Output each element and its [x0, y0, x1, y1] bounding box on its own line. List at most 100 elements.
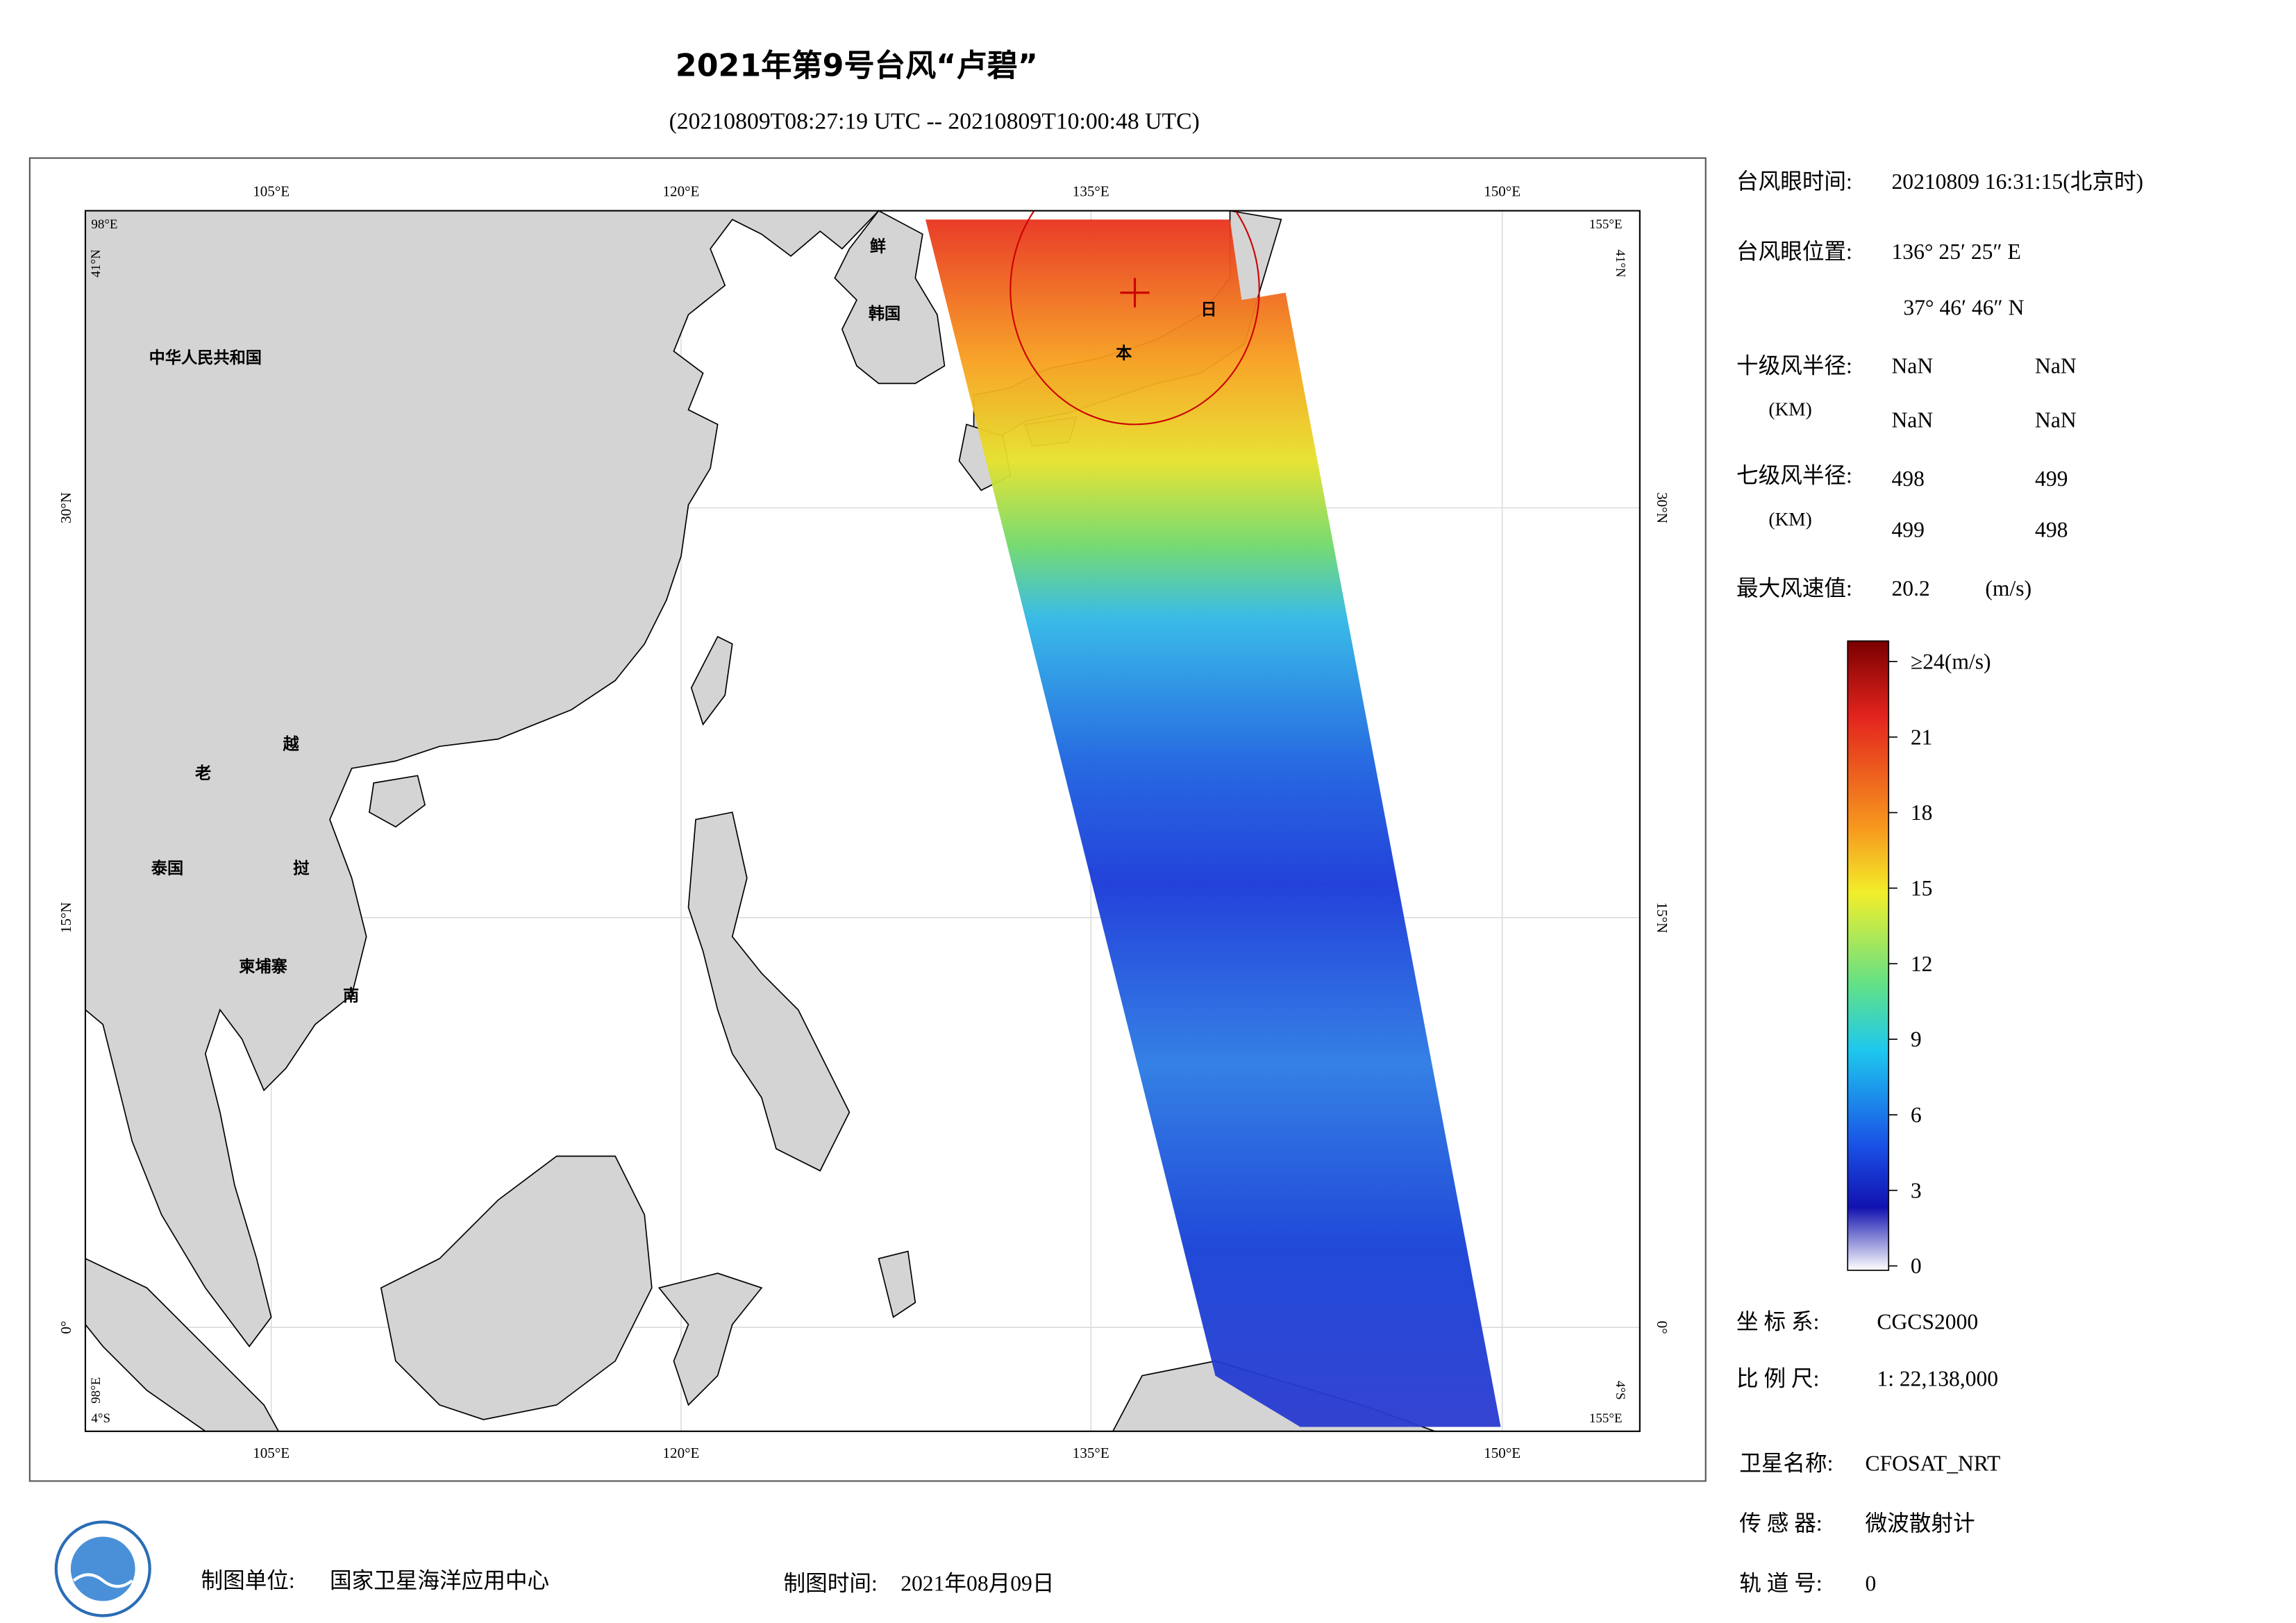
place-label: 越	[283, 735, 300, 753]
colorbar-ramp	[1847, 640, 1890, 1271]
lat-label: 0°	[58, 1321, 74, 1334]
info-label: 台风眼时间:	[1736, 169, 1852, 194]
corner-label: 98°E	[91, 217, 117, 232]
lon-label: 120°E	[663, 183, 700, 199]
footer-label: 制图时间:	[784, 1572, 878, 1596]
meta-panel: 坐 标 系: CGCS2000 比 例 尺: 1: 22,138,000 卫星名…	[1736, 1309, 2000, 1595]
footer-value: 国家卫星海洋应用中心	[330, 1568, 549, 1592]
info-unit: (KM)	[1768, 399, 1811, 420]
meta-value: 微波散射计	[1866, 1511, 1975, 1536]
meta-label: 轨 道 号:	[1739, 1572, 1822, 1596]
lon-labels: 105°E 120°E 135°E 150°E 105°E 120°E 135°…	[58, 183, 1670, 1461]
info-panel: 台风眼时间: 20210809 16:31:15(北京时) 台风眼位置: 136…	[1736, 169, 2143, 600]
colorbar-label: 12	[1911, 952, 1933, 976]
lon-label: 105°E	[253, 1445, 290, 1461]
meta-label: 坐 标 系:	[1736, 1309, 1819, 1334]
meta-label: 传 感 器:	[1739, 1511, 1822, 1536]
meta-label: 卫星名称:	[1739, 1452, 1833, 1476]
borneo	[380, 1155, 653, 1420]
info-value: NaN	[2035, 354, 2077, 378]
meta-value: 1: 22,138,000	[1877, 1366, 1998, 1390]
info-label: 最大风速值:	[1736, 576, 1852, 600]
typhoon-eye	[1120, 278, 1150, 308]
wind-radius-circle	[1009, 210, 1260, 426]
corner-label: 155°E	[1589, 1411, 1623, 1426]
meta-value: 0	[1866, 1572, 1877, 1596]
info-unit: (KM)	[1768, 509, 1811, 530]
colorbar-label: 18	[1911, 800, 1933, 825]
lon-label: 135°E	[1073, 183, 1109, 199]
info-value: 499	[1891, 518, 1924, 542]
lon-label: 120°E	[663, 1445, 700, 1461]
info-value: 498	[2035, 518, 2068, 542]
map-area	[85, 210, 1640, 1431]
place-label: 韩国	[869, 305, 900, 323]
taiwan	[690, 635, 733, 726]
footer: 制图单位: 国家卫星海洋应用中心 制图时间: 2021年08月09日	[201, 1568, 1054, 1595]
lon-label: 150°E	[1484, 1445, 1520, 1461]
place-label: 日	[1200, 301, 1216, 319]
place-label: 柬埔寨	[239, 957, 287, 976]
info-value: NaN	[1891, 354, 1933, 378]
lon-label: 135°E	[1073, 1445, 1109, 1461]
corner-label: 41°N	[1613, 249, 1627, 278]
lat-label: 15°N	[58, 902, 74, 933]
title: 2021年第9号台风“卢碧”	[676, 49, 1038, 84]
logo-wave	[72, 1573, 133, 1588]
info-label: 台风眼位置:	[1736, 239, 1852, 264]
info-value: 37° 46′ 46″ N	[1903, 295, 2024, 319]
info-value: NaN	[1891, 408, 1933, 432]
info-label: 七级风半径:	[1736, 464, 1852, 488]
colorbar-label: 0	[1911, 1254, 1922, 1278]
colorbar-label: 15	[1911, 876, 1933, 900]
footer-label: 制图单位:	[201, 1568, 294, 1592]
halmahera	[878, 1250, 916, 1318]
meta-value: CGCS2000	[1877, 1309, 1978, 1334]
colorbar-label: 6	[1911, 1102, 1922, 1127]
sumatra	[85, 1258, 280, 1431]
logo-globe	[70, 1536, 135, 1601]
lat-label: 30°N	[58, 492, 74, 523]
info-value: 498	[1891, 466, 1924, 491]
corner-label: 98°E	[89, 1377, 103, 1404]
colorbar-label: ≥24(m/s)	[1911, 649, 1991, 673]
meta-value: CFOSAT_NRT	[1866, 1452, 2001, 1476]
footer-value: 2021年08月09日	[900, 1572, 1054, 1596]
corner-label: 155°E	[1589, 217, 1623, 232]
colorbar-label: 3	[1911, 1178, 1922, 1202]
info-value: 136° 25′ 25″ E	[1891, 239, 2020, 264]
mainland-asia	[85, 210, 880, 1347]
hainan	[369, 775, 426, 828]
wind-swath	[925, 219, 1501, 1427]
map-border	[84, 210, 1641, 1432]
place-label: 中华人民共和国	[149, 348, 262, 367]
subtitle: (20210809T08:27:19 UTC -- 20210809T10:00…	[669, 109, 1200, 135]
philippines	[687, 812, 850, 1172]
lat-label: 30°N	[1654, 492, 1670, 523]
lat-label: 15°N	[1654, 902, 1670, 933]
place-label: 挝	[293, 860, 310, 878]
info-unit: (m/s)	[1985, 576, 2031, 600]
info-value: 20210809 16:31:15(北京时)	[1891, 169, 2143, 194]
lon-label: 150°E	[1484, 183, 1520, 199]
colorbar-label: 21	[1911, 725, 1933, 749]
place-label: 鲜	[870, 238, 886, 256]
lon-label: 105°E	[253, 183, 290, 199]
place-label: 本	[1116, 345, 1132, 363]
korea	[834, 210, 946, 385]
info-label: 十级风半径:	[1736, 354, 1852, 378]
sulawesi	[657, 1272, 763, 1406]
corner-label: 4°S	[91, 1411, 110, 1426]
place-label: 南	[343, 987, 359, 1005]
place-label: 泰国	[151, 859, 183, 878]
logo	[54, 1520, 151, 1617]
info-value: NaN	[2035, 408, 2077, 432]
info-value: 20.2	[1891, 576, 1929, 600]
colorbar-label: 9	[1911, 1027, 1922, 1052]
place-label: 老	[194, 765, 211, 783]
corner-label: 41°N	[89, 249, 103, 278]
meta-label: 比 例 尺:	[1736, 1366, 1819, 1390]
corner-label: 4°S	[1613, 1381, 1627, 1400]
